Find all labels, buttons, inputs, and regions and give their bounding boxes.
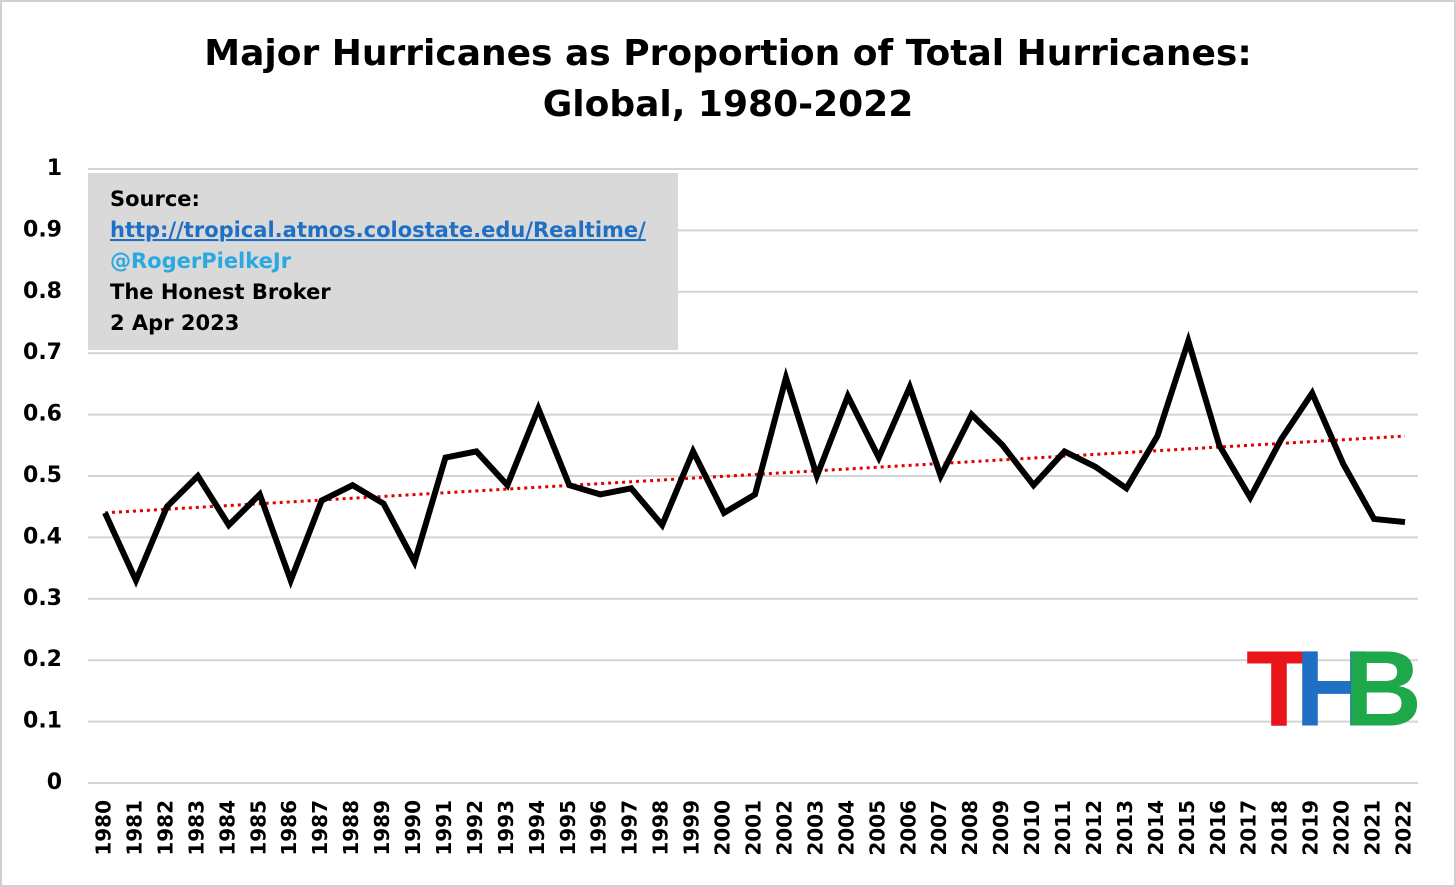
y-tick-label: 0.6 [23, 402, 62, 427]
x-tick-label: 1985 [246, 800, 270, 856]
x-tick-label: 2006 [896, 800, 920, 856]
x-tick-label: 2013 [1113, 800, 1137, 856]
source-link[interactable]: http://tropical.atmos.colostate.edu/Real… [110, 218, 646, 242]
logo-letter: B [1344, 628, 1422, 749]
x-tick-label: 2022 [1392, 800, 1416, 856]
x-tick-label: 2016 [1206, 800, 1230, 856]
x-tick-label: 1986 [277, 800, 301, 856]
annotation-line: The Honest Broker [110, 280, 331, 304]
y-tick-label: 0.7 [23, 340, 62, 365]
x-tick-label: 1989 [370, 800, 394, 856]
x-tick-label: 1988 [339, 800, 363, 856]
x-tick-label: 1993 [494, 800, 518, 856]
y-tick-label: 0.5 [23, 463, 62, 488]
chart-subtitle: Global, 1980-2022 [543, 84, 914, 125]
x-tick-label: 2002 [772, 800, 796, 856]
x-tick-label: 1984 [215, 800, 239, 856]
x-tick-label: 1987 [308, 800, 332, 856]
x-tick-label: 2010 [1020, 800, 1044, 856]
x-tick-label: 1991 [432, 800, 456, 856]
x-tick-label: 2000 [711, 800, 735, 856]
chart-title: Major Hurricanes as Proportion of Total … [204, 33, 1251, 74]
x-tick-label: 2003 [803, 800, 827, 856]
annotation-line: 2 Apr 2023 [110, 311, 239, 335]
annotation-line: @RogerPielkeJr [110, 249, 292, 273]
y-tick-label: 0.1 [23, 709, 62, 734]
x-tick-label: 1982 [153, 800, 177, 856]
y-tick-label: 0.9 [23, 217, 62, 242]
x-tick-label: 2014 [1144, 800, 1168, 856]
x-tick-label: 1998 [649, 800, 673, 856]
x-tick-label: 1996 [587, 800, 611, 856]
x-tick-label: 1994 [525, 800, 549, 856]
x-tick-label: 1983 [184, 800, 208, 856]
y-tick-label: 0.8 [23, 279, 62, 304]
x-tick-label: 2008 [958, 800, 982, 856]
x-tick-label: 2001 [742, 800, 766, 856]
logo-letter: H [1295, 628, 1373, 749]
y-tick-label: 0.4 [23, 524, 62, 549]
x-tick-label: 1997 [618, 800, 642, 856]
x-tick-label: 1992 [463, 800, 487, 856]
annotation-line: Source: [110, 187, 200, 211]
logo-letter: T [1246, 628, 1312, 749]
x-tick-label: 2012 [1082, 800, 1106, 856]
x-tick-label: 2015 [1175, 800, 1199, 856]
x-tick-label: 2005 [865, 800, 889, 856]
x-tick-label: 1995 [556, 800, 580, 856]
x-tick-label: 1980 [92, 800, 116, 856]
x-tick-label: 2007 [927, 800, 951, 856]
data-line [102, 330, 1406, 589]
x-tick-label: 2004 [834, 800, 858, 856]
x-tick-label: 2018 [1268, 800, 1292, 856]
x-tick-label: 2011 [1051, 800, 1075, 856]
y-tick-label: 0.3 [23, 586, 62, 611]
y-tick-label: 1 [47, 156, 62, 181]
x-tick-label: 1999 [680, 800, 704, 856]
x-tick-label: 2017 [1237, 800, 1261, 856]
x-tick-label: 2021 [1361, 800, 1385, 856]
y-tick-label: 0.2 [23, 647, 62, 672]
x-tick-label: 1990 [401, 800, 425, 856]
x-tick-label: 2019 [1299, 800, 1323, 856]
x-tick-label: 1981 [122, 800, 146, 856]
x-tick-label: 2020 [1330, 800, 1354, 856]
annotation-box [88, 173, 678, 350]
x-tick-label: 2009 [989, 800, 1013, 856]
y-tick-label: 0 [47, 770, 62, 795]
